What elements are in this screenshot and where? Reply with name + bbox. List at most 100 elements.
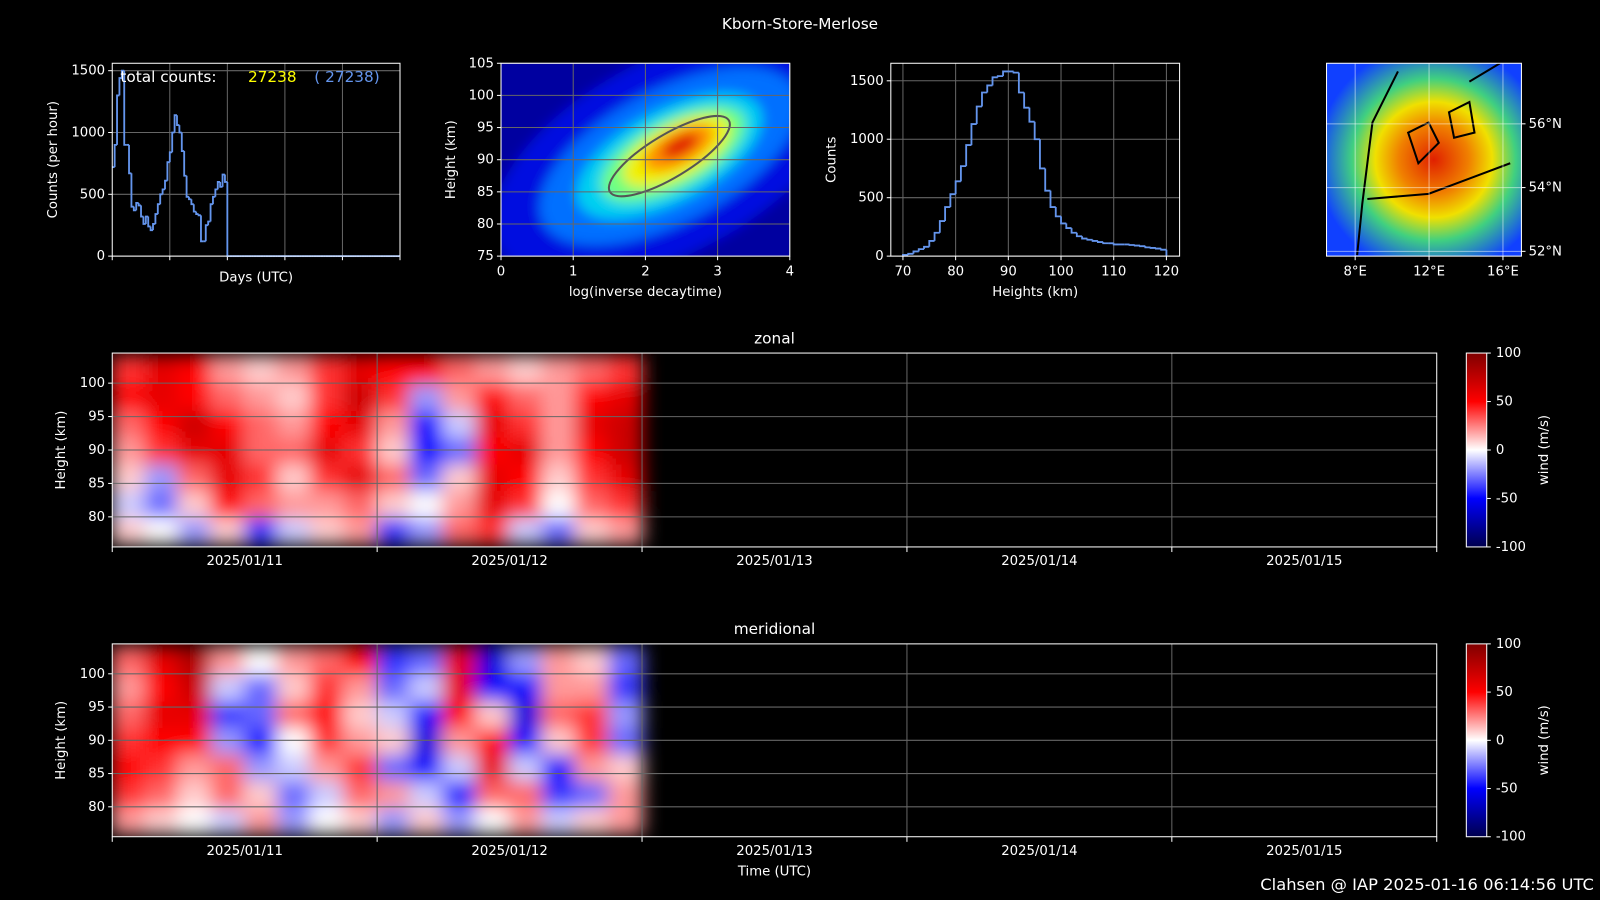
heat-cell: [144, 382, 180, 411]
count-step: [171, 131, 175, 153]
x-tick-label: 3: [713, 264, 721, 279]
heat-cell: [112, 672, 147, 702]
y-tick-label: 56°N: [1529, 117, 1562, 132]
heat-cell: [210, 462, 246, 492]
heat-cell: [442, 408, 478, 438]
heat-cell: [343, 779, 379, 808]
heat-cell: [442, 672, 478, 702]
y-tick-label: 500: [858, 191, 883, 206]
count-step: [195, 211, 199, 216]
heat-cell: [243, 515, 279, 545]
x-tick-label: 90: [1000, 264, 1017, 279]
heat-cell: [210, 805, 246, 835]
hist-step: [954, 180, 961, 195]
count-step: [130, 173, 134, 208]
hist-step: [1091, 239, 1098, 242]
heat-cell: [309, 462, 346, 492]
heat-cell: [177, 382, 213, 411]
heat-cell: [607, 805, 644, 835]
axes-frame: [111, 352, 1438, 548]
panel-title: meridional: [734, 620, 816, 638]
heat-cell: [442, 805, 478, 835]
heat-cell: [508, 408, 544, 438]
heat-cell: [508, 672, 544, 702]
heat-cell: [243, 779, 279, 808]
x-tick-label: 1: [569, 264, 577, 279]
heat-cell: [442, 779, 478, 808]
heat-cell: [210, 779, 246, 808]
heat-cell: [541, 646, 577, 675]
hist-step: [1160, 248, 1167, 251]
heat-cell: [409, 646, 445, 675]
heat-cell: [541, 805, 577, 835]
heat-cell: [475, 779, 511, 808]
heat-cell: [475, 805, 511, 835]
y-tick-label: 52°N: [1529, 244, 1562, 259]
density-image: [501, 63, 790, 257]
heat-cell: [409, 699, 445, 729]
axes-frame: [500, 62, 791, 257]
heat-cell: [607, 355, 644, 385]
heatmap-clip: [112, 355, 644, 545]
y-tick-label: 1500: [850, 74, 884, 89]
heat-cell: [376, 672, 412, 702]
count-step: [209, 203, 213, 222]
heat-cell: [607, 752, 644, 782]
x-tick-label: 12°E: [1413, 264, 1445, 279]
colorbar-label: wind (m/s): [1537, 705, 1552, 775]
heat-cell: [276, 382, 312, 411]
count-step: [156, 203, 161, 215]
heat-cell: [376, 489, 412, 518]
heat-cell: [144, 408, 180, 438]
heat-cell: [276, 752, 312, 782]
heat-cell: [508, 489, 544, 518]
heat-cell: [144, 646, 180, 675]
hist-step: [907, 252, 914, 255]
heat-cell: [276, 672, 312, 702]
colorbar-tick-label: 100: [1496, 637, 1521, 652]
heat-cell: [177, 805, 213, 835]
heat-cell: [508, 515, 544, 545]
x-axis-label: log(inverse decaytime): [569, 285, 722, 300]
hist-step: [1049, 190, 1056, 208]
x-tick-label: 2025/01/11: [207, 844, 283, 859]
colorbar-tick-label: 100: [1496, 346, 1521, 361]
hist-step: [1002, 70, 1009, 77]
hist-step: [1033, 121, 1040, 141]
hist-step: [938, 220, 946, 233]
colorbar-tick-label: 0: [1496, 733, 1504, 748]
heat-cell: [144, 672, 180, 702]
y-tick-label: 95: [88, 700, 105, 715]
heat-cell: [309, 489, 346, 518]
heat-cell: [144, 489, 180, 518]
heat-cell: [475, 646, 511, 675]
x-tick-label: 110: [1101, 264, 1126, 279]
annotation: total counts:: [120, 68, 216, 86]
heat-cell: [276, 646, 312, 675]
heat-cell: [112, 408, 147, 438]
annotation: 27238: [248, 68, 297, 86]
y-axis-label: Counts (per hour): [46, 101, 61, 218]
heat-cell: [442, 489, 478, 518]
heat-cell: [343, 515, 379, 545]
heat-cell: [541, 408, 577, 438]
heat-cell: [607, 699, 644, 729]
heat-cell: [112, 355, 147, 385]
x-axis-label: Days (UTC): [219, 271, 293, 286]
count-step: [212, 195, 216, 205]
heat-cell: [541, 355, 577, 385]
count-step: [207, 220, 211, 226]
count-step: [221, 173, 225, 187]
heat-cell: [409, 462, 445, 492]
hist-step: [949, 193, 956, 208]
hist-step: [996, 75, 1004, 78]
hist-step: [928, 240, 935, 247]
heat-cell: [309, 672, 346, 702]
heat-cell: [243, 489, 279, 518]
y-tick-label: 90: [477, 153, 494, 168]
heat-cell: [112, 382, 147, 411]
heat-cell: [210, 752, 246, 782]
y-axis-label: Counts: [825, 136, 840, 182]
hist-step: [1154, 247, 1162, 250]
heat-cell: [541, 672, 577, 702]
